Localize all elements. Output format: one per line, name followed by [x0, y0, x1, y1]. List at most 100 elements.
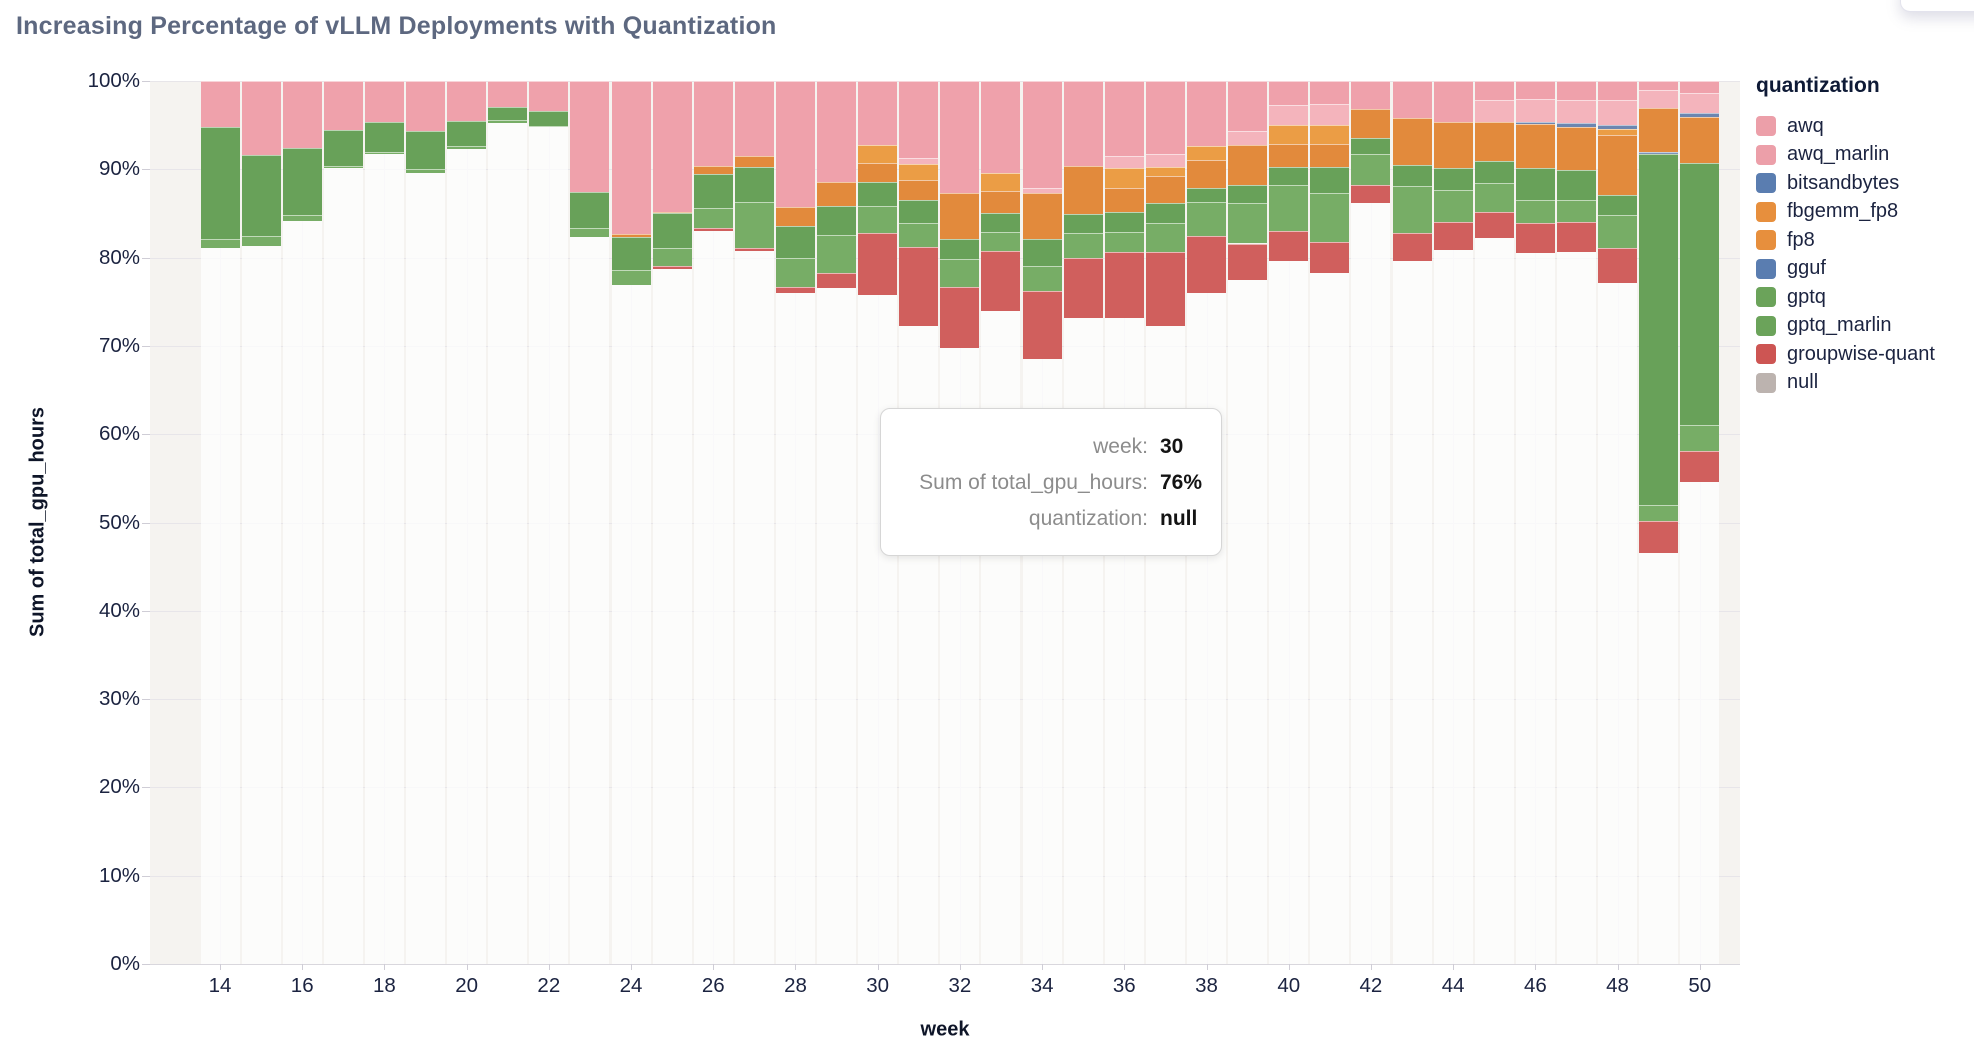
bar-segment-fp8[interactable] — [1022, 193, 1062, 240]
bar-segment-fbgemm_fp8[interactable] — [1598, 128, 1638, 135]
bar-segment-gptq[interactable] — [1392, 164, 1432, 187]
bar-segment-gptq_marlin[interactable] — [1145, 223, 1185, 253]
bar-segment-gptq_marlin[interactable] — [775, 257, 815, 287]
bar-segment-null[interactable] — [1351, 202, 1391, 964]
bar-segment-fp8[interactable] — [1269, 143, 1309, 167]
bar-segment-gptq[interactable] — [1104, 211, 1144, 232]
bar-week-47[interactable] — [1556, 81, 1596, 964]
bar-segment-groupwise-quant[interactable] — [1351, 185, 1391, 203]
bar-week-37[interactable] — [1145, 81, 1185, 964]
bar-week-41[interactable] — [1310, 81, 1350, 964]
bar-week-27[interactable] — [734, 81, 774, 964]
bar-segment-gptq_marlin[interactable] — [1556, 200, 1596, 223]
bar-segment-bitsandbytes[interactable] — [1680, 112, 1720, 118]
bar-segment-gptq_marlin[interactable] — [817, 234, 857, 273]
bar-segment-fp8[interactable] — [1228, 145, 1268, 186]
bar-segment-awq[interactable] — [858, 81, 898, 145]
bar-segment-null[interactable] — [1433, 249, 1473, 964]
bar-segment-gptq[interactable] — [570, 192, 610, 228]
bar-week-50[interactable] — [1680, 81, 1720, 964]
bar-week-46[interactable] — [1515, 81, 1555, 964]
bar-segment-awq[interactable] — [1187, 81, 1227, 147]
bar-segment-groupwise-quant[interactable] — [1145, 252, 1185, 327]
bar-segment-awq_marlin[interactable] — [899, 157, 939, 165]
bar-segment-gptq_marlin[interactable] — [488, 119, 528, 123]
bar-segment-fp8[interactable] — [1556, 126, 1596, 171]
bar-segment-gptq[interactable] — [241, 155, 281, 237]
bar-segment-groupwise-quant[interactable] — [1433, 222, 1473, 250]
bar-segment-gptq_marlin[interactable] — [1269, 185, 1309, 232]
legend-item-gptq_marlin[interactable]: gptq_marlin — [1756, 312, 1966, 341]
bar-segment-null[interactable] — [1598, 283, 1638, 964]
bar-segment-null[interactable] — [1187, 292, 1227, 964]
bar-week-39[interactable] — [1228, 81, 1268, 964]
bar-segment-null[interactable] — [364, 154, 404, 964]
bar-week-18[interactable] — [364, 81, 404, 964]
bar-segment-gptq[interactable] — [282, 148, 322, 216]
bar-segment-groupwise-quant[interactable] — [940, 286, 980, 348]
bar-segment-gptq_marlin[interactable] — [1104, 232, 1144, 253]
bar-segment-gptq_marlin[interactable] — [1433, 189, 1473, 223]
bar-segment-bitsandbytes[interactable] — [1598, 125, 1638, 129]
bar-segment-gptq_marlin[interactable] — [1474, 183, 1514, 212]
bar-segment-groupwise-quant[interactable] — [1022, 291, 1062, 360]
bar-segment-awq_marlin[interactable] — [1598, 99, 1638, 126]
bar-segment-gptq_marlin[interactable] — [734, 201, 774, 248]
bar-segment-awq[interactable] — [1063, 81, 1103, 166]
bar-segment-fp8[interactable] — [734, 156, 774, 167]
bar-segment-groupwise-quant[interactable] — [858, 232, 898, 295]
bar-segment-gptq[interactable] — [1145, 202, 1185, 224]
bar-segment-gptq[interactable] — [1228, 185, 1268, 203]
bar-week-26[interactable] — [693, 81, 733, 964]
bar-segment-null[interactable] — [241, 246, 281, 964]
bar-segment-null[interactable] — [1515, 253, 1555, 964]
bar-segment-groupwise-quant[interactable] — [1639, 520, 1679, 553]
bar-segment-null[interactable] — [1474, 238, 1514, 964]
bar-segment-gptq[interactable] — [406, 131, 446, 170]
bar-segment-gptq[interactable] — [1598, 194, 1638, 216]
bar-segment-fp8[interactable] — [1433, 121, 1473, 169]
bar-segment-gptq[interactable] — [1556, 170, 1596, 201]
bar-segment-groupwise-quant[interactable] — [1104, 252, 1144, 318]
bar-segment-fbgemm_fp8[interactable] — [981, 172, 1021, 192]
bar-segment-gptq[interactable] — [693, 173, 733, 209]
bar-segment-fbgemm_fp8[interactable] — [1310, 125, 1350, 144]
bar-segment-fbgemm_fp8[interactable] — [858, 144, 898, 164]
bar-segment-gptq[interactable] — [611, 237, 651, 270]
bar-segment-gptq_marlin[interactable] — [529, 126, 569, 127]
bar-segment-awq[interactable] — [570, 81, 610, 193]
bar-segment-awq[interactable] — [1515, 81, 1555, 99]
bar-segment-awq_marlin[interactable] — [1680, 93, 1720, 113]
bar-segment-null[interactable] — [817, 287, 857, 964]
bar-segment-gptq_marlin[interactable] — [323, 165, 363, 169]
bar-segment-null[interactable] — [1228, 279, 1268, 964]
bar-segment-gptq[interactable] — [981, 213, 1021, 232]
bar-segment-groupwise-quant[interactable] — [693, 228, 733, 232]
bar-week-25[interactable] — [652, 81, 692, 964]
bar-segment-gptq[interactable] — [1433, 168, 1473, 190]
bar-segment-awq[interactable] — [1269, 81, 1309, 105]
bar-segment-awq[interactable] — [1639, 81, 1679, 90]
bar-segment-awq[interactable] — [899, 81, 939, 158]
bar-segment-groupwise-quant[interactable] — [734, 247, 774, 252]
bar-week-20[interactable] — [447, 81, 487, 964]
bar-segment-groupwise-quant[interactable] — [899, 247, 939, 327]
bar-segment-null[interactable] — [611, 284, 651, 964]
bar-segment-groupwise-quant[interactable] — [1310, 241, 1350, 273]
bar-segment-groupwise-quant[interactable] — [1269, 231, 1309, 262]
bar-segment-awq[interactable] — [406, 81, 446, 132]
bar-segment-awq[interactable] — [282, 81, 322, 149]
bar-segment-fbgemm_fp8[interactable] — [1269, 125, 1309, 144]
bar-segment-gptq[interactable] — [858, 181, 898, 206]
bar-segment-fp8[interactable] — [775, 207, 815, 226]
bar-segment-fp8[interactable] — [817, 181, 857, 207]
bar-segment-gptq_marlin[interactable] — [693, 208, 733, 229]
bar-segment-gptq[interactable] — [488, 106, 528, 120]
bar-segment-gguf[interactable] — [1639, 151, 1679, 155]
bar-segment-bitsandbytes[interactable] — [1556, 123, 1596, 127]
bar-segment-fbgemm_fp8[interactable] — [899, 164, 939, 180]
bar-segment-fp8[interactable] — [611, 233, 651, 238]
bar-segment-gptq[interactable] — [1022, 239, 1062, 267]
bar-segment-null[interactable] — [282, 221, 322, 964]
bar-segment-null[interactable] — [734, 251, 774, 964]
